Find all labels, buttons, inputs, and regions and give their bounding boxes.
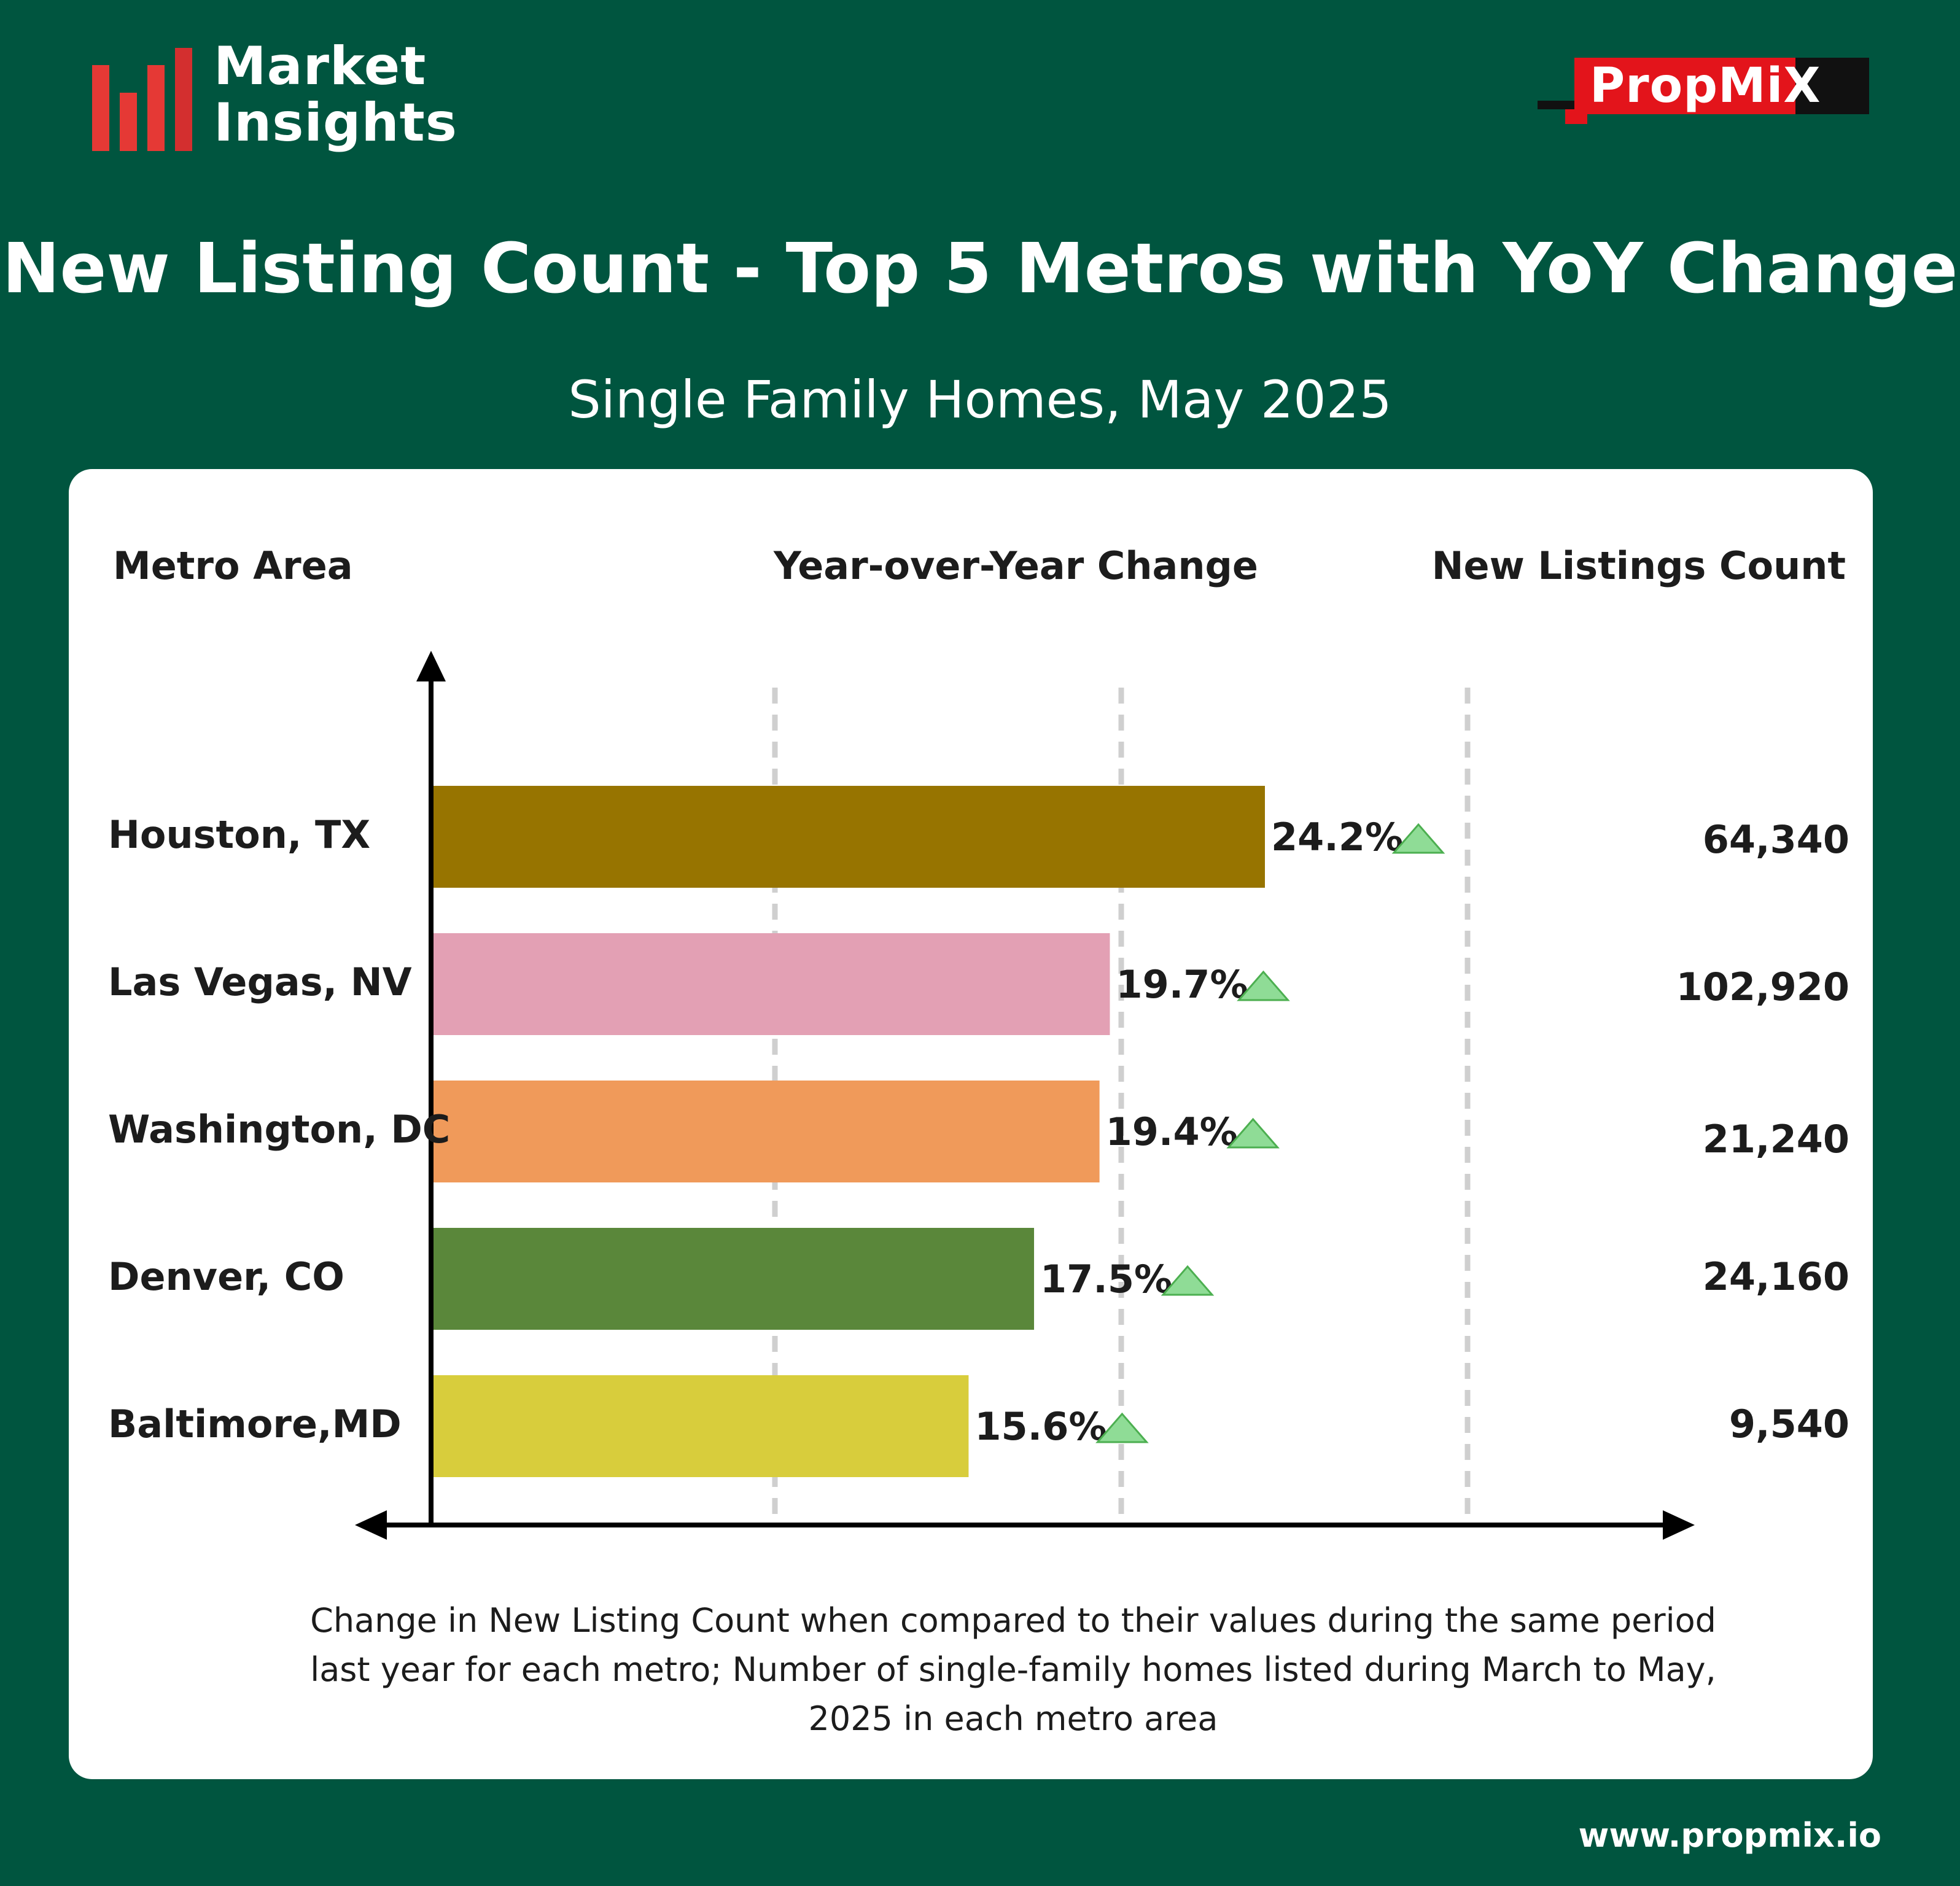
- propmix-brand-text: PropMiX: [1590, 58, 1821, 114]
- value-label: 24.2%: [1271, 815, 1403, 860]
- bar: [431, 933, 1110, 1035]
- market-insights-logo-text: Market Insights: [214, 38, 457, 151]
- up-triangle-icon: [1391, 823, 1445, 854]
- bar: [431, 1228, 1035, 1330]
- bar: [431, 786, 1265, 888]
- count-label: 21,240: [1702, 1117, 1849, 1162]
- bar: [431, 1081, 1100, 1182]
- count-label: 24,160: [1702, 1254, 1849, 1299]
- up-triangle-icon: [1095, 1412, 1149, 1443]
- website-url: www.propmix.io: [1578, 1816, 1882, 1855]
- column-header-yoy: Year-over-Year Change: [774, 543, 1258, 588]
- x-axis-right-arrow-icon: [1663, 1510, 1695, 1540]
- count-label: 102,920: [1676, 964, 1849, 1009]
- value-label: 19.7%: [1116, 962, 1248, 1007]
- column-header-count: New Listings Count: [1431, 543, 1846, 588]
- value-label: 15.6%: [974, 1404, 1106, 1449]
- market-insights-logo-icon: [92, 48, 200, 151]
- metro-label: Washington, DC: [108, 1107, 451, 1152]
- y-axis-arrow-icon: [416, 651, 446, 681]
- value-label: 17.5%: [1040, 1257, 1172, 1302]
- bar: [431, 1375, 969, 1477]
- count-label: 9,540: [1729, 1402, 1849, 1446]
- column-header-metro: Metro Area: [113, 543, 353, 588]
- metro-label: Denver, CO: [108, 1254, 344, 1299]
- logo-line-2: Insights: [214, 92, 457, 153]
- chart-title: New Listing Count - Top 5 Metros with Yo…: [2, 229, 1958, 309]
- value-label: 19.4%: [1106, 1109, 1238, 1154]
- chart-subtitle: Single Family Homes, May 2025: [568, 370, 1392, 430]
- up-triangle-icon: [1161, 1265, 1215, 1296]
- propmix-logo: PropMiX: [1538, 58, 1869, 125]
- logo-line-1: Market: [214, 36, 427, 97]
- metro-label: Baltimore,MD: [108, 1402, 402, 1446]
- metro-label: Houston, TX: [108, 812, 371, 857]
- metro-label: Las Vegas, NV: [108, 960, 412, 1004]
- chart-footnote: Change in New Listing Count when compare…: [310, 1601, 1716, 1738]
- up-triangle-icon: [1237, 970, 1290, 1001]
- up-triangle-icon: [1226, 1117, 1280, 1149]
- count-label: 64,340: [1702, 817, 1849, 862]
- x-axis-left-arrow-icon: [355, 1510, 387, 1540]
